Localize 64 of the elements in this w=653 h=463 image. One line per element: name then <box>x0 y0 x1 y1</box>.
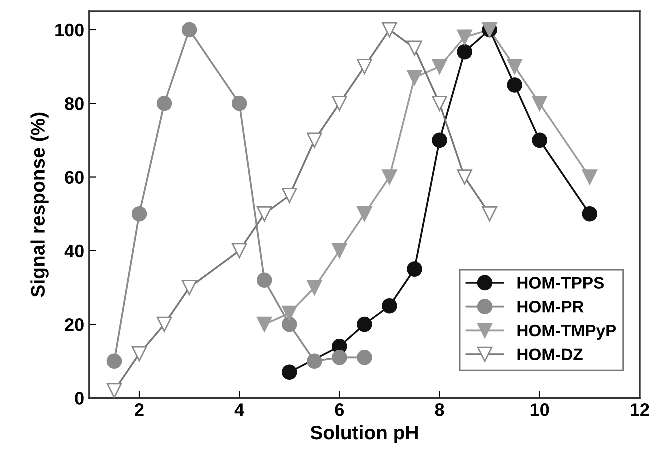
x-tick-label: 4 <box>234 404 245 416</box>
point <box>407 70 422 86</box>
point <box>507 78 522 93</box>
y-tick-label: 20 <box>65 318 84 332</box>
point <box>282 364 298 380</box>
point <box>307 354 322 369</box>
point <box>182 22 198 38</box>
point <box>182 280 198 296</box>
point <box>532 96 548 112</box>
point <box>582 206 598 222</box>
point <box>457 44 472 60</box>
x-tick-label: 2 <box>135 404 144 416</box>
x-axis-title: Solution pH <box>310 425 418 444</box>
point <box>332 243 348 259</box>
point <box>457 30 472 45</box>
point <box>282 188 298 204</box>
point <box>232 96 248 112</box>
point <box>156 96 172 112</box>
point <box>507 59 522 74</box>
point <box>532 132 548 148</box>
y-tick-label: 80 <box>65 98 84 110</box>
x-tick-label: 10 <box>530 404 550 416</box>
y-axis-title: Signal response (%) <box>30 112 49 298</box>
x-tick-label: 12 <box>631 404 650 416</box>
point <box>357 59 372 74</box>
legend-label: HOM-TPPS <box>518 277 604 289</box>
point <box>307 132 322 148</box>
point <box>282 306 298 322</box>
y-tick-label: 40 <box>64 244 84 258</box>
point <box>332 350 348 366</box>
point <box>382 170 398 185</box>
point <box>106 383 122 398</box>
legend-label: HOM-TMPyP <box>518 324 616 340</box>
point <box>407 262 422 277</box>
x-tick-label: 6 <box>335 404 344 416</box>
point <box>256 272 272 288</box>
point <box>132 206 148 222</box>
point <box>482 206 498 222</box>
point <box>457 170 472 185</box>
point <box>256 316 272 332</box>
x-tick-label: 8 <box>435 404 444 416</box>
point <box>332 96 348 112</box>
point <box>432 59 448 74</box>
point <box>407 40 422 56</box>
legend-label: HOM-DZ <box>518 348 583 361</box>
legend-label: HOM-PR <box>518 301 584 313</box>
point <box>256 206 272 222</box>
y-tick-label: 100 <box>56 24 84 37</box>
point <box>357 206 372 222</box>
point <box>357 350 372 366</box>
point <box>432 132 448 148</box>
point <box>582 170 598 185</box>
point <box>307 280 322 296</box>
y-tick-label: 0 <box>75 392 84 405</box>
point <box>382 22 398 38</box>
point <box>132 346 148 362</box>
point <box>156 316 172 332</box>
point <box>106 354 122 369</box>
point <box>232 243 248 259</box>
point <box>432 96 448 112</box>
y-tick-label: 60 <box>65 171 84 184</box>
point <box>382 298 398 314</box>
point <box>282 316 298 332</box>
point <box>357 316 372 332</box>
